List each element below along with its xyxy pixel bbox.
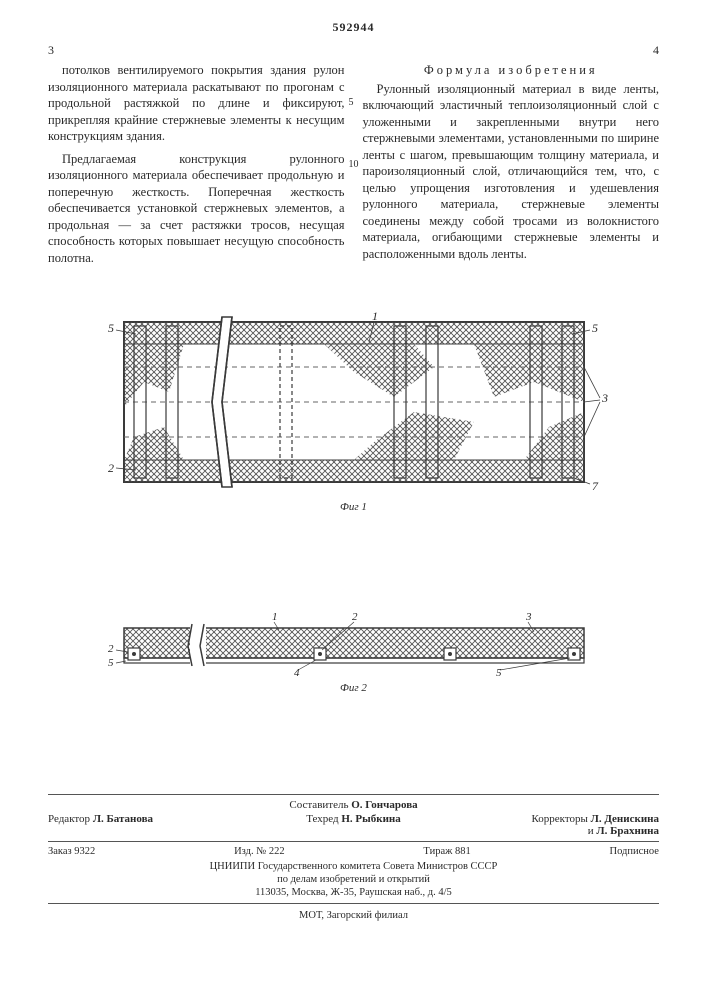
- mot-line: МОТ, Загорский филиал: [48, 910, 659, 921]
- publication-row: Заказ 9322 Изд. № 222 Тираж 881 Подписно…: [48, 846, 659, 857]
- figure-2: 1 2 2 5 3 4 5 Фиг 2: [48, 608, 659, 694]
- right-p1: Рулонный изоляционный материал в виде ле…: [363, 81, 660, 263]
- order: Заказ 9322: [48, 846, 95, 857]
- compiler-line: Составитель О. Гончарова: [252, 799, 456, 811]
- fig1-label-1: 1: [372, 312, 378, 323]
- fig1-label-5a: 5: [108, 321, 114, 335]
- fig2-caption: Фиг 2: [48, 682, 659, 694]
- corrector-line: Корректоры Л. Денискина и Л. Брахнина: [455, 813, 659, 837]
- divider-1: [48, 794, 659, 795]
- corr-and: и: [588, 825, 594, 837]
- org-line-2: по делам изобретений и открытий: [48, 873, 659, 886]
- text-columns: потолков вентилируемого покрытия здания …: [48, 62, 659, 272]
- fig2-label-2a: 2: [352, 611, 358, 623]
- left-p2: Предлагаемая конструкция рулонного изоля…: [48, 151, 345, 267]
- divider-3: [48, 903, 659, 904]
- tirage: Тираж 881: [423, 846, 470, 857]
- left-p1: потолков вентилируемого покрытия здания …: [48, 62, 345, 145]
- org-line-3: 113035, Москва, Ж-35, Раушская наб., д. …: [48, 886, 659, 899]
- fig1-label-7: 7: [592, 479, 599, 493]
- subscription: Подписное: [610, 846, 659, 857]
- page: 592944 3 4 потолков вентилируемого покры…: [0, 0, 707, 1000]
- fig2-label-5a: 5: [108, 657, 114, 669]
- corr-label: Корректоры: [531, 813, 587, 825]
- izd: Изд. № 222: [234, 846, 285, 857]
- editor-line: Редактор Л. Батанова: [48, 813, 252, 837]
- figure-1: 1 5 5 2 3 7 Фиг 1: [48, 312, 659, 513]
- tech-label: Техред: [306, 813, 338, 825]
- footer: Составитель О. Гончарова Редактор Л. Бат…: [48, 794, 659, 921]
- fig2-label-1: 1: [272, 611, 278, 623]
- fig1-caption: Фиг 1: [48, 501, 659, 513]
- figure-2-svg: 1 2 2 5 3 4 5: [94, 608, 614, 678]
- fig1-label-3: 3: [601, 391, 608, 405]
- compiler-name: О. Гончарова: [351, 799, 417, 811]
- document-number: 592944: [48, 20, 659, 35]
- line-num-10: 10: [349, 158, 359, 171]
- right-column: Формула изобретения 5 10 Рулонный изоляц…: [363, 62, 660, 272]
- org-block: ЦНИИПИ Государственного комитета Совета …: [48, 860, 659, 899]
- fig2-label-2b: 2: [108, 643, 114, 655]
- editor-label: Редактор: [48, 813, 90, 825]
- corr2-name: Л. Брахнина: [596, 825, 659, 837]
- fig2-label-5b: 5: [496, 667, 502, 678]
- col-header-left: 3: [48, 43, 54, 58]
- left-column: потолков вентилируемого покрытия здания …: [48, 62, 345, 272]
- org-line-1: ЦНИИПИ Государственного комитета Совета …: [48, 860, 659, 873]
- fig2-label-3: 3: [525, 611, 532, 623]
- figure-1-svg: 1 5 5 2 3 7: [94, 312, 614, 497]
- corr1-name: Л. Денискина: [591, 813, 659, 825]
- fig2-label-4: 4: [294, 667, 300, 678]
- column-headers: 3 4: [48, 43, 659, 58]
- fig1-label-5b: 5: [592, 321, 598, 335]
- fig1-label-2: 2: [108, 461, 114, 475]
- formula-title: Формула изобретения: [363, 62, 660, 79]
- editor-name: Л. Батанова: [93, 813, 153, 825]
- tech-name: Н. Рыбкина: [341, 813, 400, 825]
- divider-2: [48, 841, 659, 842]
- compiler-label: Составитель: [289, 799, 348, 811]
- col-header-right: 4: [653, 43, 659, 58]
- line-num-5: 5: [349, 96, 354, 109]
- tech-line: Техред Н. Рыбкина: [252, 813, 456, 837]
